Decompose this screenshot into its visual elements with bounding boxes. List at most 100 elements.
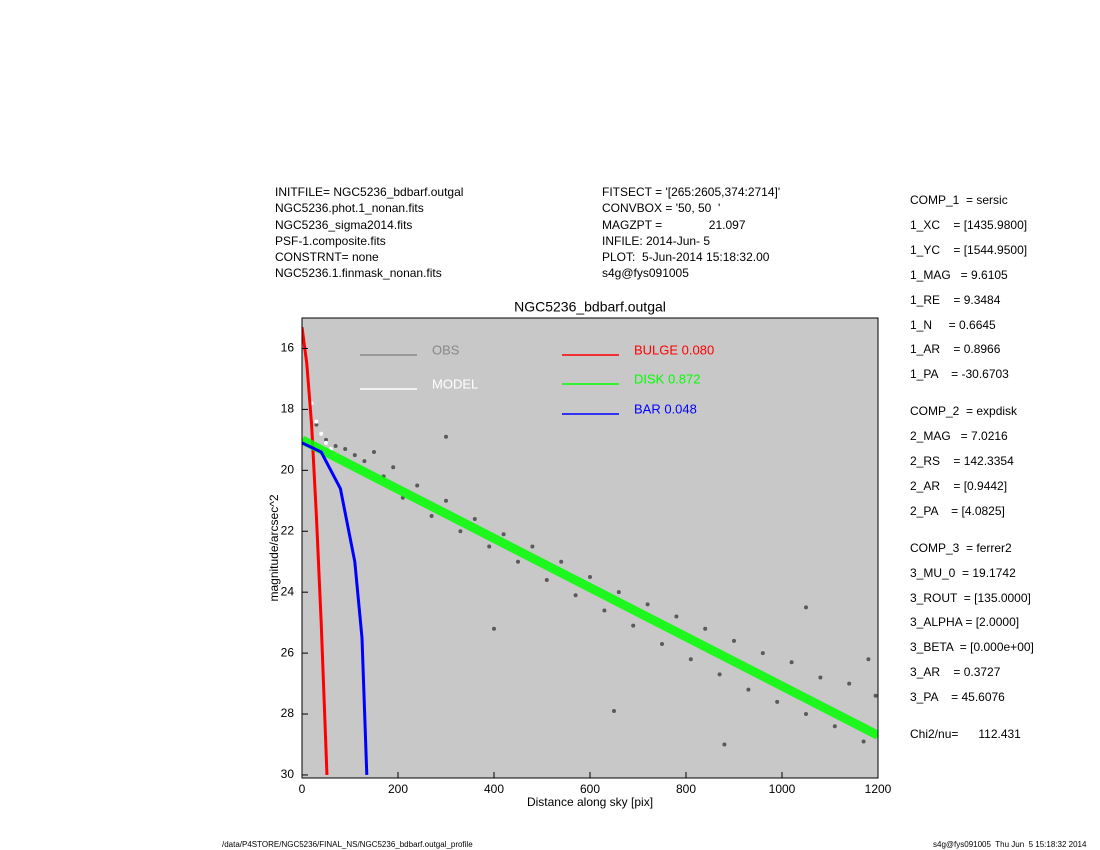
x-tick-label: 0 xyxy=(299,782,306,796)
parameter: 3_ROUT = [135.0000] xyxy=(910,590,1031,605)
data-point xyxy=(415,483,420,488)
data-point xyxy=(458,529,463,534)
data-point xyxy=(559,559,564,564)
data-point xyxy=(703,626,708,631)
data-point xyxy=(602,608,607,613)
data-point xyxy=(789,660,794,665)
data-point xyxy=(324,437,328,442)
parameter: 3_ALPHA = [2.0000] xyxy=(910,615,1020,630)
header-line: NGC5236.1.finmask_nonan.fits xyxy=(275,266,442,281)
legend-label: BULGE 0.080 xyxy=(634,342,714,357)
data-point xyxy=(492,626,496,631)
parameter: 1_YC = [1544.9500] xyxy=(910,242,1028,257)
legend-label: OBS xyxy=(432,342,460,357)
y-tick-label: 16 xyxy=(281,341,295,355)
data-point xyxy=(722,742,727,747)
parameter: COMP_1 = sersic xyxy=(910,193,1008,207)
data-point xyxy=(804,605,808,610)
model-line xyxy=(302,326,329,776)
plot-background xyxy=(302,318,878,778)
parameter: 3_BETA = [0.000e+00] xyxy=(910,640,1034,655)
data-point xyxy=(530,544,535,549)
y-tick-label: 28 xyxy=(281,706,295,720)
data-point xyxy=(804,712,808,717)
parameter: 3_MU_0 = 19.1742 xyxy=(910,565,1016,580)
legend-label: MODEL xyxy=(432,376,478,391)
parameter: 1_MAG = 9.6105 xyxy=(910,267,1008,282)
parameter: 2_RS = 142.3354 xyxy=(910,454,1014,468)
data-point xyxy=(861,739,866,744)
header-right: FITSECT = '[265:2605,374:2714]' CONVBOX =… xyxy=(602,184,780,282)
data-point xyxy=(775,699,780,704)
data-point xyxy=(314,422,319,427)
header-line: s4g@fys091005 xyxy=(602,266,689,281)
data-point xyxy=(314,419,319,424)
parameter: 2_AR = [0.9442] xyxy=(910,478,1008,493)
data-point xyxy=(645,602,650,607)
header-line: NGC5236.phot.1_nonan.fits xyxy=(275,201,424,216)
data-point xyxy=(573,593,578,598)
data-point xyxy=(362,459,367,464)
x-tick-label: 600 xyxy=(580,782,600,796)
model-band xyxy=(302,435,878,740)
data-point xyxy=(324,440,328,445)
parameter: 3_PA = 45.6076 xyxy=(910,690,1005,705)
data-point xyxy=(746,687,751,692)
data-point xyxy=(444,498,448,503)
x-axis-label: Distance along sky [pix] xyxy=(527,795,653,809)
y-tick-label: 18 xyxy=(281,402,295,416)
parameter: 1_PA = -30.6703 xyxy=(910,367,1009,382)
y-tick-label: 20 xyxy=(281,462,295,476)
data-point xyxy=(352,453,357,458)
header-line: CONVBOX = '50, 50 ' xyxy=(602,201,721,216)
data-point xyxy=(472,517,477,522)
data-point xyxy=(866,657,871,662)
data-point xyxy=(847,681,852,686)
data-point xyxy=(660,641,664,646)
parameter: COMP_2 = expdisk xyxy=(910,404,1018,419)
x-tick-label: 200 xyxy=(388,782,408,796)
data-point xyxy=(717,672,722,677)
header-line: MAGZPT = 21.097 xyxy=(602,217,746,232)
parameter: 1_AR = 0.8966 xyxy=(910,342,1001,357)
model-line xyxy=(302,441,369,776)
data-point xyxy=(588,574,592,579)
footer-left: /data/P4STORE/NGC5236/FINAL_NS/NGC5236_b… xyxy=(222,840,473,849)
x-tick-label: 1200 xyxy=(865,782,892,796)
data-point xyxy=(487,544,492,549)
y-tick-label: 26 xyxy=(281,645,295,659)
header-line: CONSTRNT= none xyxy=(275,250,379,265)
data-point xyxy=(372,450,376,455)
legend-label: DISK 0.872 xyxy=(634,371,701,386)
parameter: 1_XC = [1435.9800] xyxy=(910,217,1028,232)
data-point xyxy=(832,724,837,729)
data-point xyxy=(343,446,348,451)
header-line: FITSECT = '[265:2605,374:2714]' xyxy=(602,185,781,199)
data-point xyxy=(688,657,693,662)
header-line: PSF-1.composite.fits xyxy=(275,233,386,248)
x-tick-label: 800 xyxy=(676,782,696,796)
x-tick-label: 1000 xyxy=(769,782,796,796)
parameter: COMP_3 = ferrer2 xyxy=(910,540,1012,555)
data-point xyxy=(873,693,878,698)
y-tick-label: 22 xyxy=(281,523,295,537)
header-line: NGC5236_sigma2014.fits xyxy=(275,217,413,232)
data-point xyxy=(674,614,679,619)
y-axis-label: magnitude/arcsec^2 xyxy=(267,494,281,601)
parameter: 3_AR = 0.3727 xyxy=(910,665,1001,680)
data-point xyxy=(612,708,616,713)
data-point xyxy=(429,514,434,519)
data-point xyxy=(760,651,765,656)
header-left: INITFILE= NGC5236_bdbarf.outgal NGC5236.p… xyxy=(275,184,463,282)
data-point xyxy=(333,443,338,448)
y-tick-label: 24 xyxy=(281,584,295,598)
data-point xyxy=(319,431,324,436)
data-point xyxy=(516,559,520,564)
parameter: 1_N = 0.6645 xyxy=(910,317,996,332)
data-point xyxy=(391,465,396,470)
data-point xyxy=(544,577,549,582)
data-point xyxy=(631,623,636,628)
data-point xyxy=(501,532,506,537)
data-point xyxy=(818,675,823,680)
